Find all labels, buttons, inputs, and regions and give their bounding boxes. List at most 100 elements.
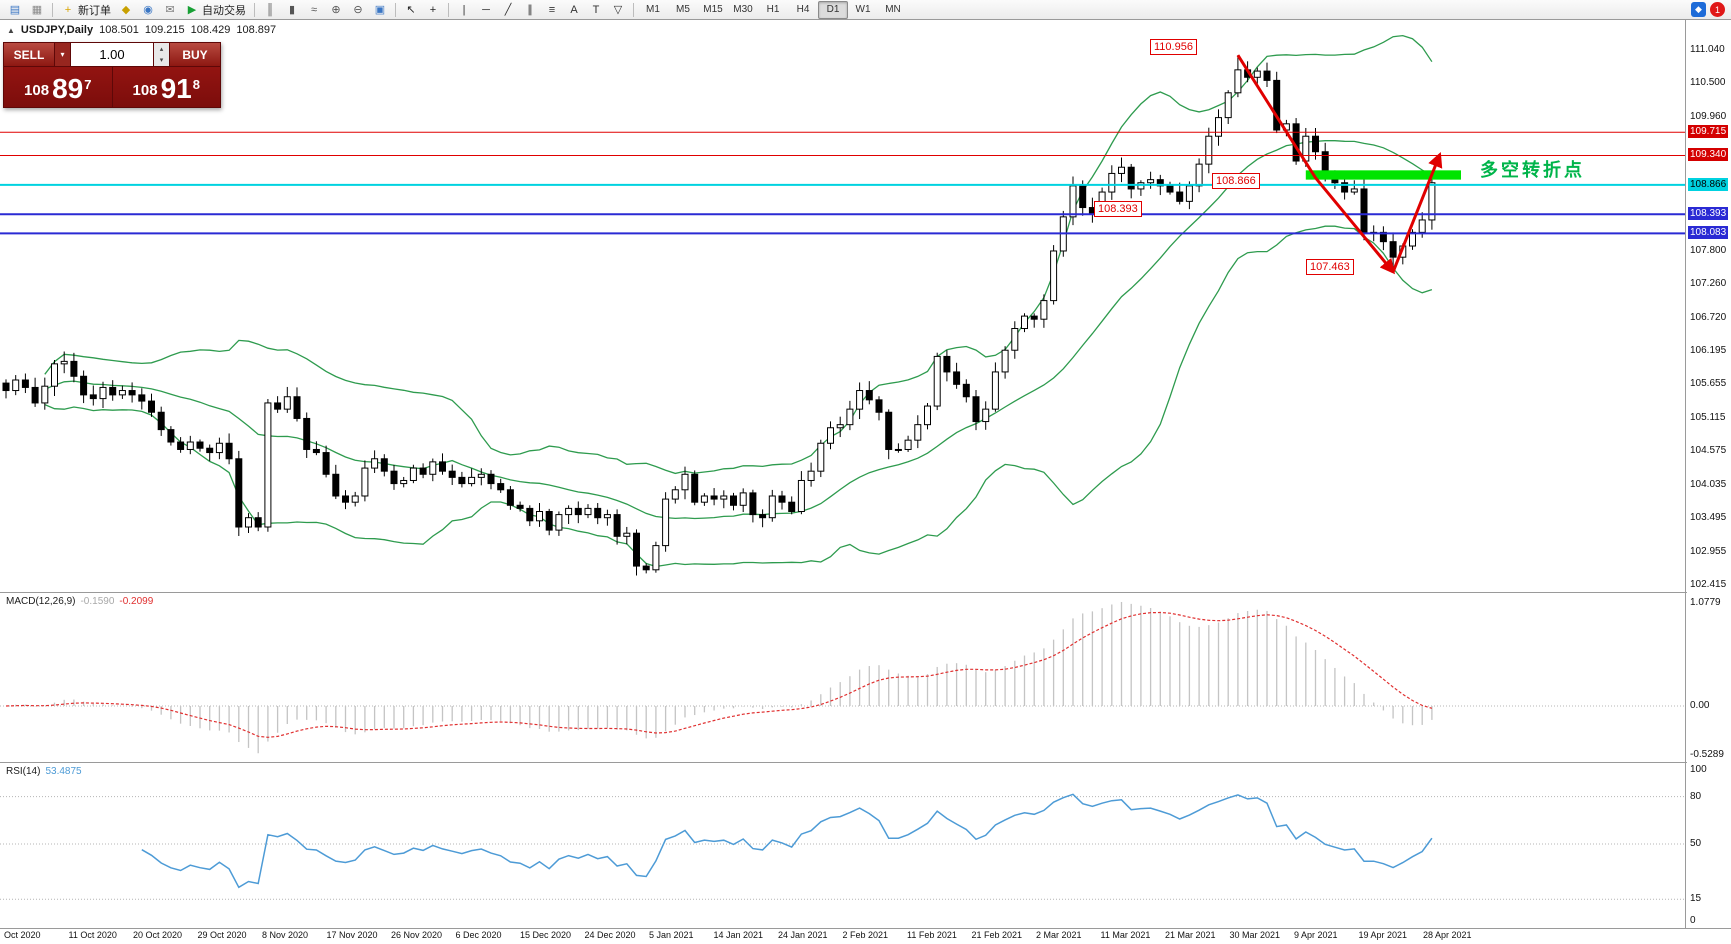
ohlc-high: 109.215	[144, 24, 185, 36]
ask-handle: 108	[132, 82, 158, 99]
channel-icon[interactable]: ∥	[519, 0, 541, 19]
candlestick-chart-icon: ▮	[288, 3, 296, 16]
bid-pips: 89	[52, 73, 84, 104]
vertical-line-icon[interactable]: |	[453, 0, 475, 19]
macd-axis-label: 1.0779	[1690, 596, 1721, 608]
cursor-icon[interactable]: ↖	[400, 0, 422, 19]
rsi-axis-label: 80	[1690, 790, 1702, 802]
turning-point-note[interactable]: 多空转折点	[1480, 160, 1585, 180]
date-label: 2 Mar 2021	[1036, 930, 1082, 940]
time-axis: Oct 2020 11 Oct 2020 20 Oct 2020 29 Oct 202…	[0, 929, 1731, 944]
volume-stepper[interactable]: ▴ ▾	[153, 43, 170, 66]
ohlc-close: 108.897	[236, 24, 277, 36]
zoom-out-icon: ⊖	[353, 3, 363, 16]
shapes-icon: ▽	[613, 3, 623, 16]
trend-line-2[interactable]	[1391, 152, 1443, 273]
rsi-name: RSI(14)	[6, 766, 41, 777]
timeframe-d1-button[interactable]: D1	[818, 0, 848, 19]
zoom-in-icon: ⊕	[331, 3, 341, 16]
bid-price[interactable]: 108 89 7	[4, 67, 113, 107]
date-label: 9 Apr 2021	[1294, 930, 1338, 940]
ohlc-low: 108.429	[190, 24, 231, 36]
crosshair-icon[interactable]: +	[422, 0, 444, 19]
date-label: 26 Nov 2020	[391, 930, 443, 940]
price-axis-label: 107.260	[1690, 278, 1727, 290]
new-order-button-label: 新订单	[78, 4, 111, 17]
timeframe-h1-button[interactable]: H1	[766, 4, 780, 15]
timeframe-mn-button[interactable]: MN	[885, 4, 901, 15]
candlestick-chart-icon[interactable]: ▮	[281, 0, 303, 19]
macd-window-label: MACD(12,26,9) -0.1590 -0.2099	[6, 596, 153, 607]
symbol-period: USDJPY,Daily	[20, 24, 94, 36]
volume-up-icon[interactable]: ▴	[159, 45, 164, 53]
history-center-icon: ◆	[121, 3, 131, 16]
history-center-icon[interactable]: ◆	[115, 0, 137, 19]
new-order-button[interactable]: + 新订单	[57, 0, 115, 19]
bollinger-bands	[44, 34, 1433, 568]
new-order-button: +	[64, 3, 72, 16]
zoom-in-icon[interactable]: ⊕	[325, 0, 347, 19]
price-axis-label: 104.575	[1690, 445, 1727, 457]
ask-point: 8	[192, 77, 200, 92]
volume-input[interactable]: 1.00	[71, 43, 153, 66]
turning-point-zone[interactable]	[1305, 170, 1461, 180]
new-chart-icon[interactable]: ▤	[4, 0, 26, 19]
swing-low-label[interactable]: 107.463	[1306, 259, 1354, 275]
main-toolbar: ▤ ▦ + 新订单 ◆ ◉ ✉ ▶ 自动交易 ║ ▮ ≈ ⊕ ⊖ ▣ ↖ + | ─ ╱ ∥ ≡ A T ▽ M1 M5 M15 M30…	[0, 0, 1731, 20]
support-price-label[interactable]: 108.393	[1094, 201, 1142, 217]
trendline-icon[interactable]: ╱	[497, 0, 519, 19]
timeframe-m5-button[interactable]: M5	[676, 4, 690, 15]
bid-point: 7	[84, 77, 92, 92]
bid-handle: 108	[24, 82, 50, 99]
timeframe-w1-button[interactable]: W1	[855, 4, 871, 15]
zoom-out-icon[interactable]: ⊖	[347, 0, 369, 19]
macd-axis-label: 0.00	[1690, 700, 1710, 711]
candles	[2, 55, 1436, 576]
bar-chart-icon[interactable]: ║	[259, 0, 281, 19]
price-axis: 111.040 110.500 109.960 107.800 107.260 106.7…	[1687, 20, 1731, 928]
shapes-icon[interactable]: ▽	[607, 0, 629, 19]
fibonacci-icon[interactable]: ≡	[541, 0, 563, 19]
price-axis-label: 107.800	[1690, 244, 1727, 256]
channel-icon: ∥	[527, 3, 533, 16]
line-chart-icon[interactable]: ≈	[303, 0, 325, 19]
text-icon[interactable]: A	[563, 0, 585, 19]
line-chart-icon: ≈	[310, 3, 318, 16]
trend-line-1[interactable]	[1236, 54, 1396, 275]
date-label: 29 Oct 2020	[197, 930, 247, 940]
swing-high-label[interactable]: 110.956	[1150, 39, 1197, 55]
rsi-axis-label: 100	[1690, 764, 1707, 775]
buy-button[interactable]: BUY	[170, 43, 220, 66]
price-axis-label: 102.415	[1690, 579, 1727, 590]
volume-dropdown-icon[interactable]: ▾	[54, 43, 71, 66]
auto-trading-button[interactable]: ▶ 自动交易	[181, 0, 250, 19]
macd-value: -0.1590	[80, 596, 115, 607]
vertical-line-icon: |	[462, 3, 466, 16]
timeframe-h4-button[interactable]: H4	[796, 4, 810, 15]
horizontal-line-icon[interactable]: ─	[475, 0, 497, 19]
one-click-trading-panel: SELL ▾ 1.00 ▴ ▾ BUY 108 89 7 108 91 8	[3, 42, 221, 108]
price-axis-label: 105.115	[1690, 411, 1726, 423]
timeframe-m30-button[interactable]: M30	[733, 4, 753, 15]
alerts-icon[interactable]: ◉	[137, 0, 159, 19]
label-icon[interactable]: T	[585, 0, 607, 19]
horizontal-line-icon: ─	[482, 3, 490, 16]
rsi-axis-label: 0	[1690, 915, 1696, 926]
sell-button[interactable]: SELL	[4, 43, 54, 66]
ask-price[interactable]: 108 91 8	[113, 67, 221, 107]
timeframe-m1-button[interactable]: M1	[646, 4, 660, 15]
date-label: 11 Mar 2021	[1100, 930, 1151, 940]
chart-profiles-icon[interactable]: ▦	[26, 0, 48, 19]
timeframe-m15-button[interactable]: M15	[703, 4, 723, 15]
toolbar-separator	[395, 2, 396, 17]
collapse-panel-icon[interactable]: ▲	[7, 25, 15, 35]
macd-histogram	[15, 601, 1433, 754]
tile-windows-icon[interactable]: ▣	[369, 0, 391, 19]
zone-price-label[interactable]: 108.866	[1212, 173, 1260, 189]
volume-down-icon[interactable]: ▾	[159, 57, 164, 65]
notification-badge[interactable]: 1	[1710, 2, 1725, 17]
mailbox-icon[interactable]: ✉	[159, 0, 181, 19]
community-icon[interactable]: ◆	[1691, 2, 1706, 17]
